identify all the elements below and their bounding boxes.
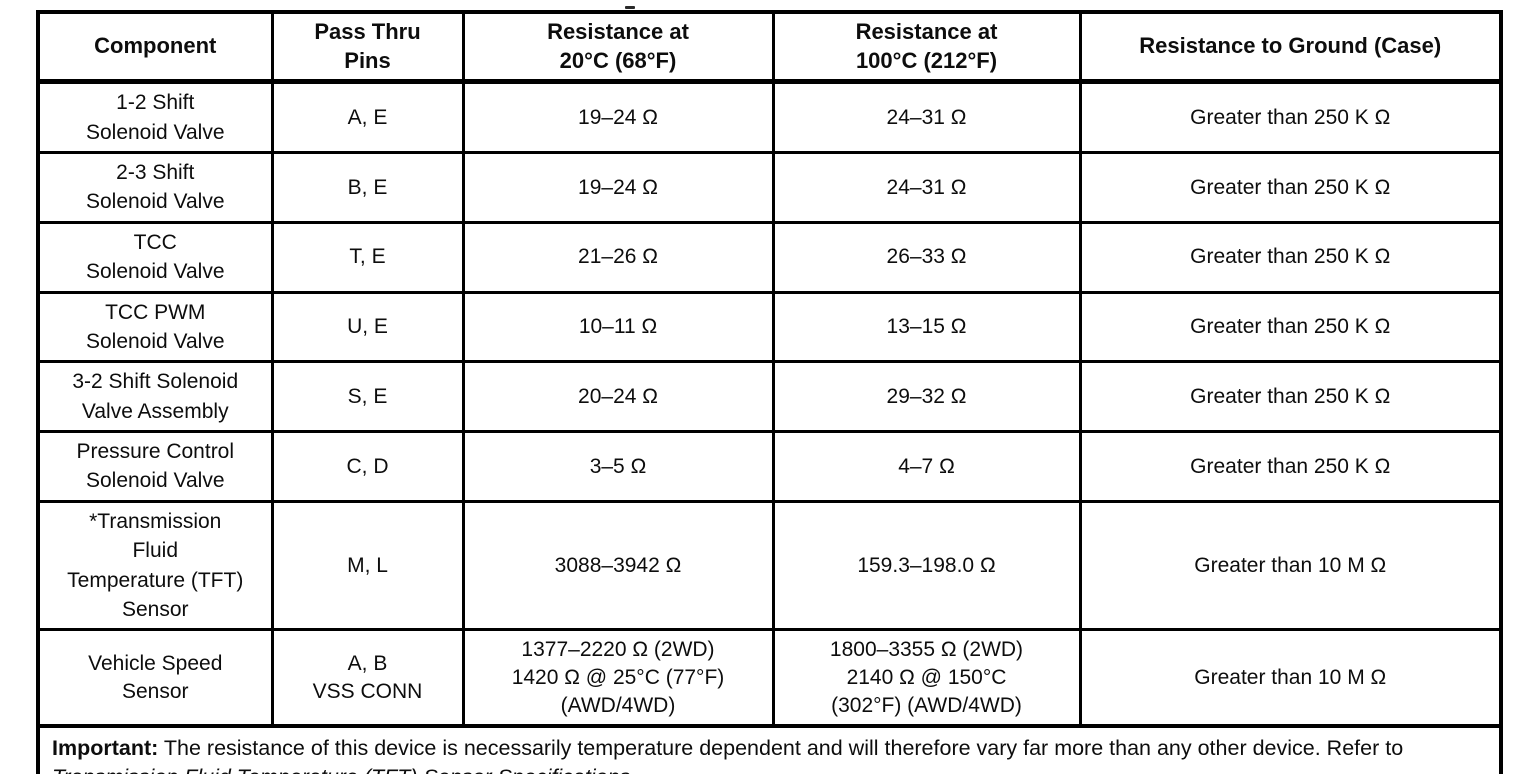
cell-resistance-ground: Greater than 250 K Ω <box>1078 360 1503 434</box>
column-header-resistance-20c: Resistance at 20°C (68°F) <box>461 10 775 85</box>
table-row-tft-sensor: *Transmission Fluid Temperature (TFT) Se… <box>36 499 1503 632</box>
cell-component: TCC Solenoid Valve <box>36 220 274 294</box>
cell-resistance-20c: 3088–3942 Ω <box>461 499 775 632</box>
cell-resistance-100c: 13–15 Ω <box>771 290 1082 364</box>
header-row: Component Pass Thru Pins Resistance at 2… <box>36 10 1503 85</box>
cell-component: Vehicle Speed Sensor <box>36 628 274 728</box>
cell-resistance-100c: 26–33 Ω <box>771 220 1082 294</box>
table-row-1-2-shift-solenoid: 1-2 Shift Solenoid Valve A, E 19–24 Ω 24… <box>36 80 1503 154</box>
cell-resistance-ground: Greater than 250 K Ω <box>1078 430 1503 503</box>
table-row-3-2-shift-solenoid-assembly: 3-2 Shift Solenoid Valve Assembly S, E 2… <box>36 360 1503 434</box>
important-note: Important: The resistance of this device… <box>36 723 1503 774</box>
cell-component: Pressure Control Solenoid Valve <box>36 430 274 503</box>
important-text: The resistance of this device is necessa… <box>158 735 1404 760</box>
cell-component: TCC PWM Solenoid Valve <box>36 290 274 364</box>
cell-resistance-ground: Greater than 250 K Ω <box>1078 150 1503 224</box>
cell-component: 1-2 Shift Solenoid Valve <box>36 80 274 154</box>
table-row-vehicle-speed-sensor: Vehicle Speed Sensor A, B VSS CONN 1377–… <box>36 628 1503 728</box>
cell-resistance-100c: 1800–3355 Ω (2WD) 2140 Ω @ 150°C (302°F)… <box>771 628 1082 728</box>
cell-pins: U, E <box>270 290 465 364</box>
cell-pins: T, E <box>270 220 465 294</box>
cell-resistance-ground: Greater than 250 K Ω <box>1078 80 1503 154</box>
cell-pins: C, D <box>270 430 465 503</box>
scan-artifact <box>625 6 635 9</box>
cell-resistance-ground: Greater than 250 K Ω <box>1078 290 1503 364</box>
cell-resistance-100c: 24–31 Ω <box>771 150 1082 224</box>
column-header-resistance-to-ground: Resistance to Ground (Case) <box>1078 10 1503 85</box>
cell-component: 2-3 Shift Solenoid Valve <box>36 150 274 224</box>
table-row-tcc-pwm-solenoid: TCC PWM Solenoid Valve U, E 10–11 Ω 13–1… <box>36 290 1503 364</box>
cell-component: 3-2 Shift Solenoid Valve Assembly <box>36 360 274 434</box>
cell-resistance-20c: 19–24 Ω <box>461 80 775 154</box>
cell-resistance-20c: 1377–2220 Ω (2WD) 1420 Ω @ 25°C (77°F) (… <box>461 628 775 728</box>
important-reference-title: Transmission Fluid Temperature (TFT) Sen… <box>52 765 636 774</box>
table-row-2-3-shift-solenoid: 2-3 Shift Solenoid Valve B, E 19–24 Ω 24… <box>36 150 1503 224</box>
cell-component: *Transmission Fluid Temperature (TFT) Se… <box>36 499 274 632</box>
cell-resistance-ground: Greater than 250 K Ω <box>1078 220 1503 294</box>
important-note-row: Important: The resistance of this device… <box>36 723 1503 774</box>
cell-pins: A, E <box>270 80 465 154</box>
cell-resistance-ground: Greater than 10 M Ω <box>1078 499 1503 632</box>
cell-resistance-ground: Greater than 10 M Ω <box>1078 628 1503 728</box>
cell-resistance-100c: 29–32 Ω <box>771 360 1082 434</box>
cell-pins: A, B VSS CONN <box>270 628 465 728</box>
important-label: Important: <box>52 735 159 760</box>
cell-resistance-20c: 10–11 Ω <box>461 290 775 364</box>
column-header-resistance-100c: Resistance at 100°C (212°F) <box>771 10 1082 85</box>
table-row-tcc-solenoid: TCC Solenoid Valve T, E 21–26 Ω 26–33 Ω … <box>36 220 1503 294</box>
column-header-pass-thru-pins: Pass Thru Pins <box>270 10 465 85</box>
cell-pins: S, E <box>270 360 465 434</box>
column-header-component: Component <box>36 10 274 85</box>
cell-pins: B, E <box>270 150 465 224</box>
cell-resistance-20c: 21–26 Ω <box>461 220 775 294</box>
cell-resistance-20c: 19–24 Ω <box>461 150 775 224</box>
cell-resistance-20c: 3–5 Ω <box>461 430 775 503</box>
solenoid-resistance-spec-table: Component Pass Thru Pins Resistance at 2… <box>36 10 1503 774</box>
cell-resistance-20c: 20–24 Ω <box>461 360 775 434</box>
cell-resistance-100c: 4–7 Ω <box>771 430 1082 503</box>
cell-resistance-100c: 24–31 Ω <box>771 80 1082 154</box>
cell-pins: M, L <box>270 499 465 632</box>
cell-resistance-100c: 159.3–198.0 Ω <box>771 499 1082 632</box>
table-row-pressure-control-solenoid: Pressure Control Solenoid Valve C, D 3–5… <box>36 430 1503 503</box>
